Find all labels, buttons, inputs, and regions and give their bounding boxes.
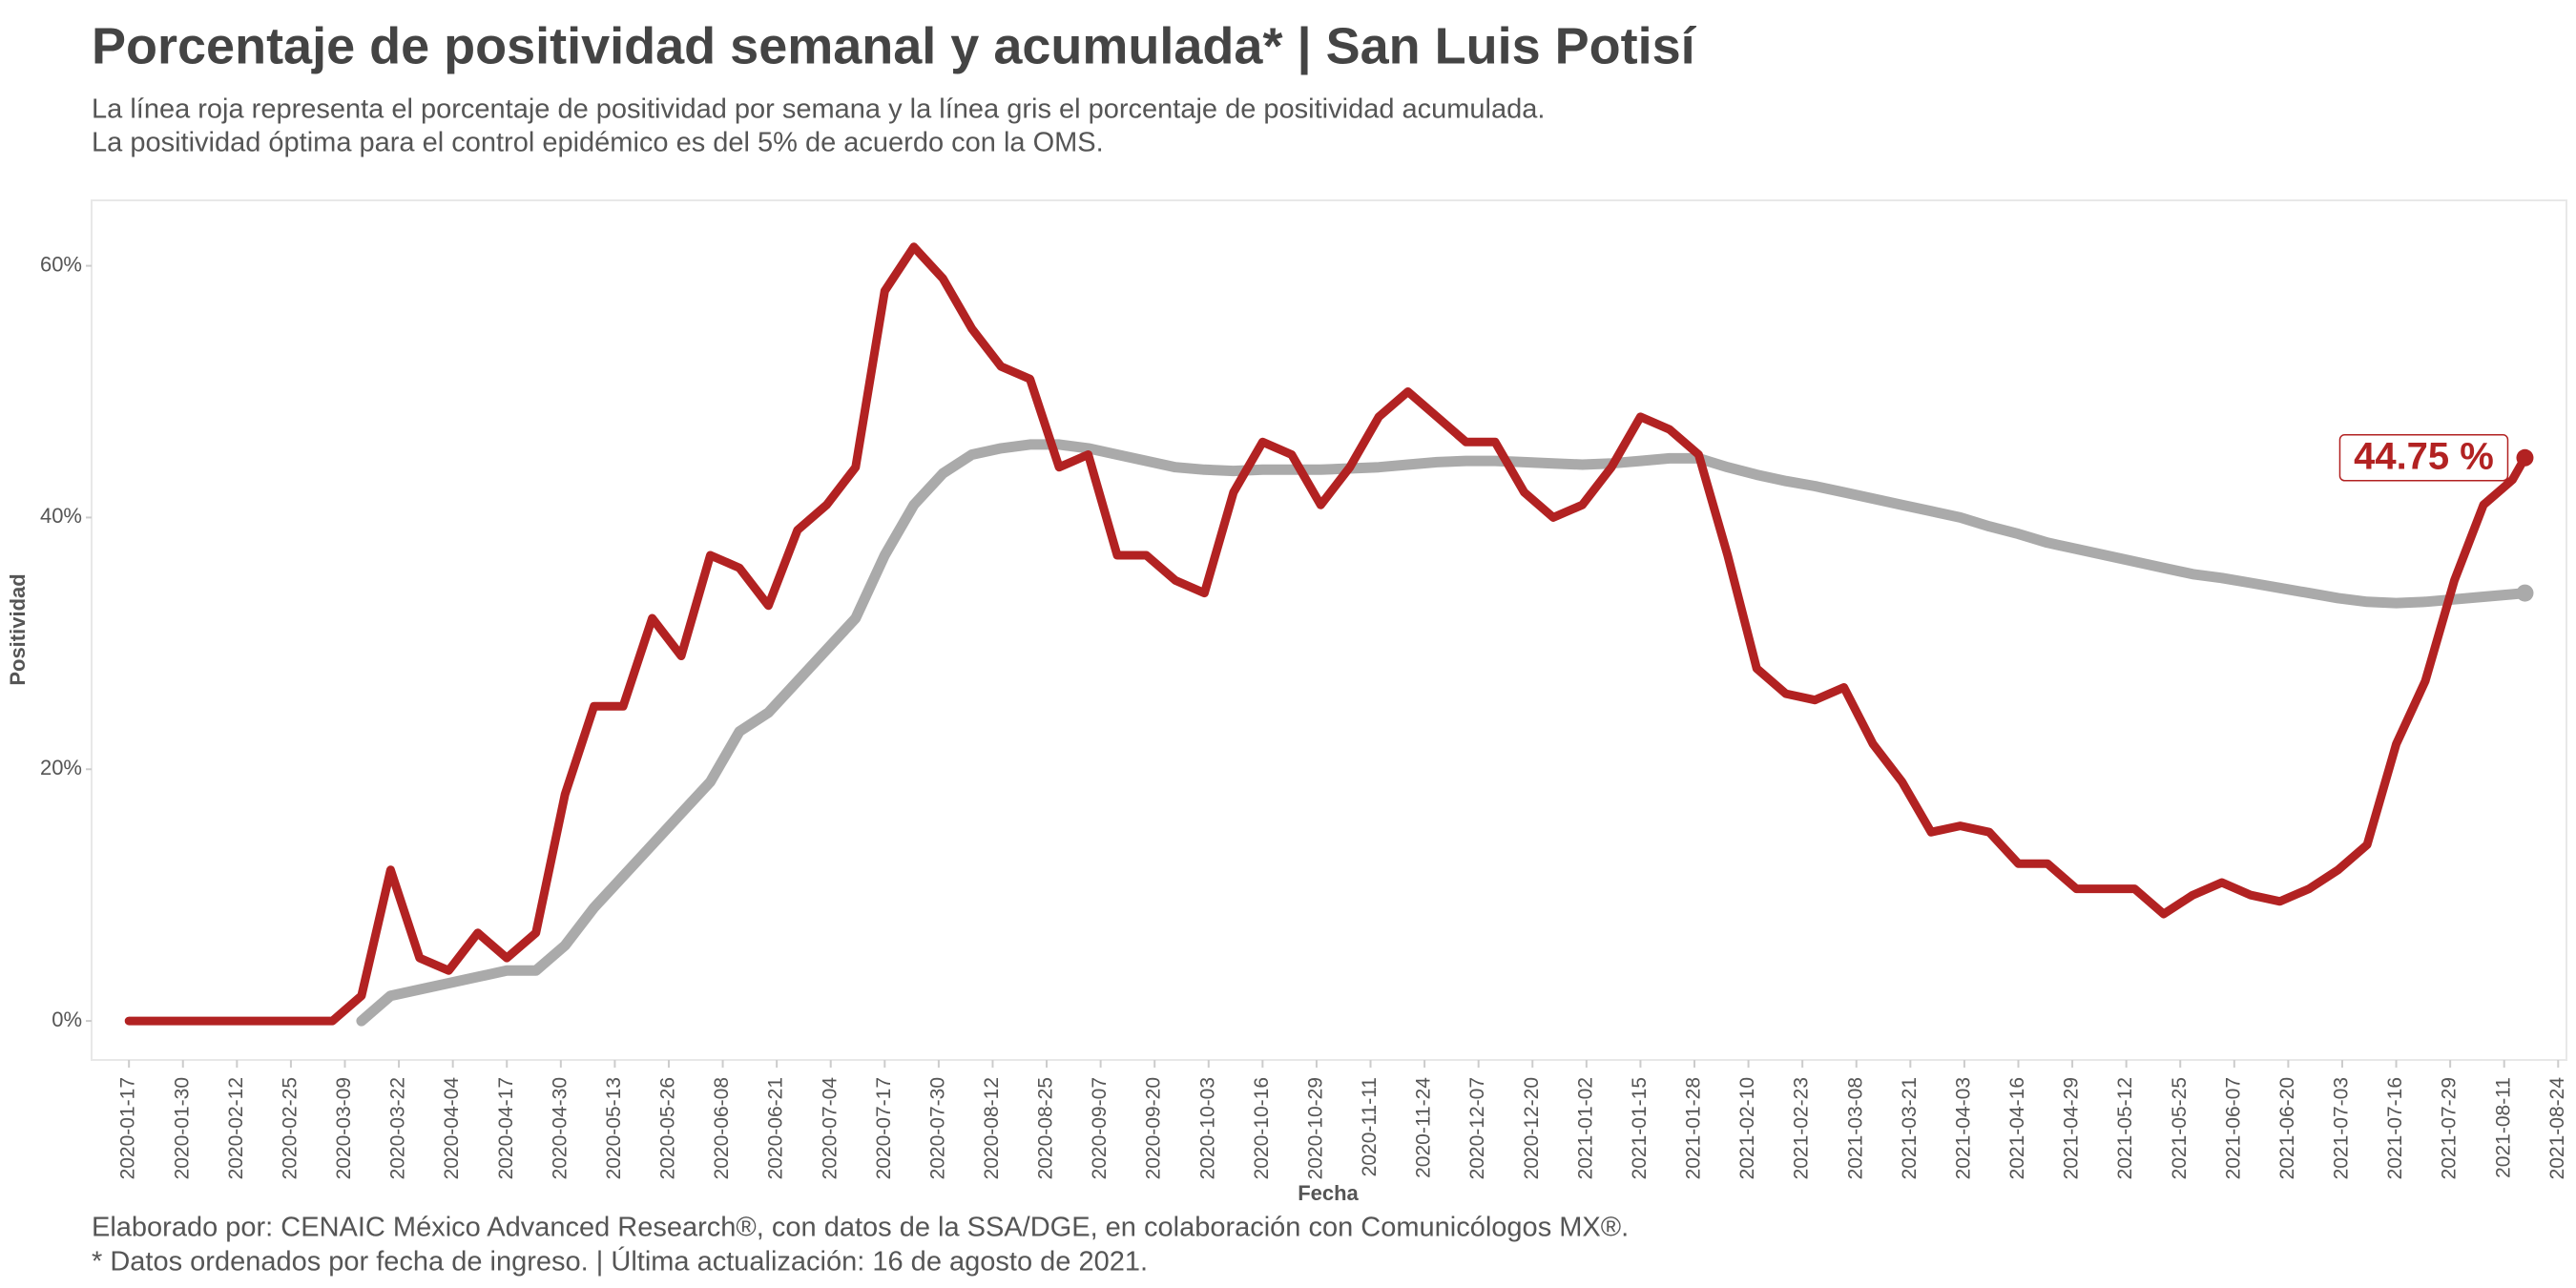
x-tick-label: 2020-09-07 bbox=[1089, 1077, 1111, 1179]
x-tick-label: 2020-05-26 bbox=[657, 1077, 679, 1179]
x-tick-label: 2021-07-16 bbox=[2384, 1077, 2406, 1179]
x-tick-label: 2020-07-04 bbox=[819, 1077, 841, 1180]
x-tick-label: 2020-09-20 bbox=[1143, 1077, 1165, 1179]
x-tick-label: 2020-08-12 bbox=[981, 1077, 1003, 1179]
plot-frame bbox=[91, 199, 2567, 1061]
x-tick-label: 2020-06-21 bbox=[765, 1077, 787, 1179]
x-tick-label: 2020-04-30 bbox=[549, 1077, 571, 1179]
x-axis-label: Fecha bbox=[1298, 1181, 1359, 1205]
x-tick-label: 2020-12-07 bbox=[1466, 1077, 1488, 1179]
end-point bbox=[2516, 584, 2534, 602]
annotation-box bbox=[2338, 434, 2509, 482]
x-tick-label: 2020-04-04 bbox=[441, 1077, 463, 1180]
series-line bbox=[356, 439, 2530, 1027]
y-tick-label: 20% bbox=[40, 756, 82, 779]
x-tick-label: 2020-03-09 bbox=[333, 1077, 355, 1179]
x-tick-label: 2021-01-02 bbox=[1574, 1077, 1596, 1179]
x-tick-label: 2020-07-17 bbox=[873, 1077, 895, 1179]
x-tick-label: 2020-06-08 bbox=[711, 1077, 733, 1179]
x-tick-label: 2020-01-17 bbox=[117, 1077, 139, 1179]
x-tick-label: 2021-06-07 bbox=[2222, 1077, 2244, 1179]
x-tick-label: 2020-10-03 bbox=[1196, 1077, 1218, 1179]
y-axis-label: Positividad bbox=[6, 573, 30, 685]
y-tick-label: 60% bbox=[40, 252, 82, 276]
subtitle: La positividad óptima para el control ep… bbox=[92, 128, 1104, 158]
y-tick-label: 0% bbox=[52, 1008, 82, 1031]
caption: Elaborado por: CENAIC México Advanced Re… bbox=[92, 1213, 1629, 1243]
x-tick-label: 2021-07-03 bbox=[2331, 1077, 2353, 1179]
x-tick-label: 2021-06-20 bbox=[2276, 1077, 2298, 1179]
x-tick-label: 2021-08-24 bbox=[2546, 1077, 2568, 1180]
x-tick-label: 2020-11-24 bbox=[1413, 1077, 1435, 1178]
x-tick-label: 2021-08-11 bbox=[2492, 1077, 2514, 1178]
x-tick-label: 2020-01-30 bbox=[171, 1077, 193, 1179]
x-tick-label: 2020-05-13 bbox=[603, 1077, 625, 1179]
x-tick-label: 2020-10-16 bbox=[1251, 1077, 1273, 1179]
x-tick-label: 2021-01-15 bbox=[1629, 1077, 1651, 1179]
series-line bbox=[124, 242, 2529, 1026]
x-tick-label: 2021-02-10 bbox=[1736, 1077, 1758, 1179]
x-tick-label: 2021-04-29 bbox=[2061, 1077, 2083, 1179]
x-tick-label: 2021-01-28 bbox=[1683, 1077, 1705, 1179]
x-tick-label: 2021-03-08 bbox=[1844, 1077, 1866, 1179]
x-tick-label: 2021-05-25 bbox=[2169, 1077, 2191, 1179]
caption: * Datos ordenados por fecha de ingreso. … bbox=[92, 1246, 1148, 1278]
chart-title: Porcentaje de positividad semanal y acum… bbox=[92, 17, 1697, 75]
annotation: 44.75 % bbox=[2354, 435, 2494, 477]
x-tick-label: 2020-02-12 bbox=[225, 1077, 247, 1179]
x-tick-label: 2020-10-29 bbox=[1304, 1077, 1326, 1179]
end-point bbox=[2516, 448, 2534, 467]
x-tick-label: 2021-04-16 bbox=[2006, 1077, 2028, 1179]
x-tick-label: 2020-04-17 bbox=[495, 1077, 517, 1179]
x-tick-label: 2020-08-25 bbox=[1035, 1077, 1057, 1179]
x-tick-label: 2021-04-03 bbox=[1952, 1077, 1974, 1179]
subtitle: La línea roja representa el porcentaje d… bbox=[92, 94, 1545, 125]
annotation-group: 44.75 % bbox=[2338, 434, 2509, 482]
x-tick-label: 2020-12-20 bbox=[1521, 1077, 1543, 1179]
x-tick-label: 2021-07-29 bbox=[2439, 1077, 2461, 1179]
x-tick-label: 2020-11-11 bbox=[1359, 1077, 1381, 1176]
x-tick-label: 2021-03-21 bbox=[1899, 1077, 1921, 1179]
x-tick-label: 2021-02-23 bbox=[1791, 1077, 1813, 1179]
x-tick-label: 2020-03-22 bbox=[387, 1077, 409, 1179]
x-tick-label: 2020-02-25 bbox=[279, 1077, 301, 1179]
x-tick-label: 2021-05-12 bbox=[2114, 1077, 2136, 1179]
x-tick-label: 2020-07-30 bbox=[926, 1077, 948, 1179]
y-tick-label: 40% bbox=[40, 504, 82, 528]
